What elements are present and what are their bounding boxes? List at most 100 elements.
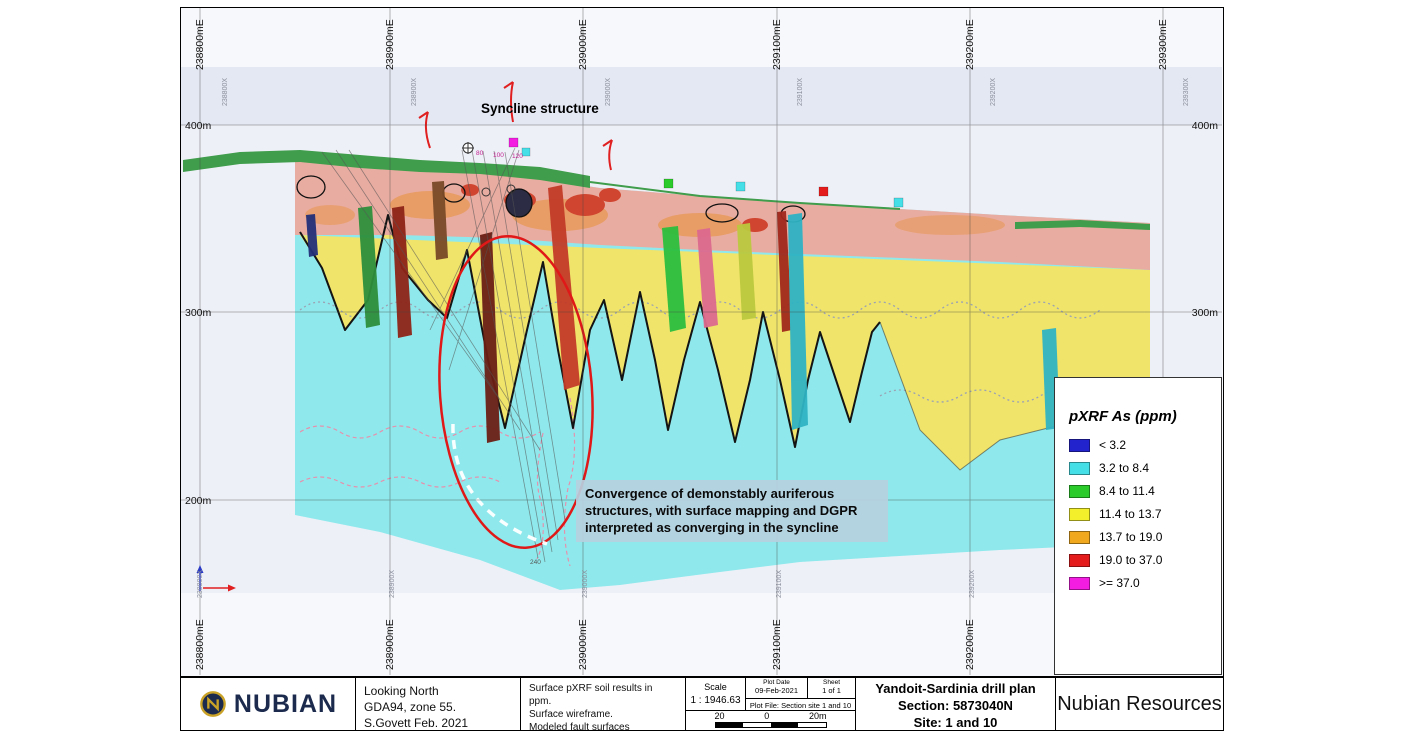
elevation-label-left: 300m: [185, 307, 212, 319]
bottom-easting-labels: 238800mE 238900mE 239000mE 239100mE 2392…: [194, 619, 976, 670]
scale-bar-left: 20: [714, 711, 725, 721]
scale-label: Scale: [704, 682, 727, 692]
minor-grid-label: 238900X: [389, 570, 396, 598]
axis-label-top: 239200mE: [964, 19, 976, 70]
drill-traces: [321, 147, 566, 563]
surface-line: [589, 181, 901, 210]
axis-label-top: 238800mE: [194, 19, 206, 70]
survey-info-cell: Looking North GDA94, zone 55. S.Govett F…: [355, 678, 520, 730]
legend-item: 3.2 to 8.4: [1069, 461, 1221, 475]
elevation-labels: 400m 300m 200m 400m 300m: [185, 120, 1218, 507]
fault-ribbon-brown: [432, 181, 448, 260]
fault-ribbon-navy: [306, 214, 318, 257]
syncline-annotation: Syncline structure: [481, 101, 599, 116]
title-block: NUBIAN Looking North GDA94, zone 55. S.G…: [180, 677, 1224, 731]
annotation-line: Convergence of demonstably auriferous: [585, 486, 835, 501]
minor-grid-label: 239300X: [1183, 78, 1190, 106]
legend-item: 8.4 to 11.4: [1069, 484, 1221, 498]
legend-panel: pXRF As (ppm) < 3.2 3.2 to 8.4 8.4 to 11…: [1054, 377, 1222, 675]
legend-swatch: [1069, 576, 1090, 590]
drawing-title-line: Site: 1 and 10: [913, 714, 998, 730]
legend-swatch: [1069, 461, 1090, 475]
legend-swatch: [1069, 484, 1090, 498]
axis-label-bottom: 239200mE: [964, 619, 976, 670]
fault-surfaces: [306, 181, 1060, 443]
scale-bar-zero: 0: [764, 711, 770, 721]
minor-grid-label: 238900X: [411, 78, 418, 106]
surface-green-ribbon: [183, 150, 590, 188]
drawing-title-line: Yandoit-Sardinia drill plan: [875, 681, 1036, 696]
drawing-title-line: Section: 5873040N: [898, 697, 1013, 713]
legend-swatch: [1069, 530, 1090, 544]
fault-ribbon-rose: [697, 228, 718, 328]
legend-item: 19.0 to 37.0: [1069, 553, 1221, 567]
trace-depth-mark: 240: [530, 559, 541, 566]
legend-item: < 3.2: [1069, 438, 1221, 452]
cross-section-panel: 80 100 120 240 238800: [180, 7, 1224, 677]
scale-box: Scale 1 : 1946.63: [686, 678, 746, 710]
geology-section: [183, 150, 1150, 590]
scale-plot-cell: Scale 1 : 1946.63 Plot Date 09-Feb-2021 …: [685, 678, 855, 730]
legend-label: 19.0 to 37.0: [1099, 553, 1163, 567]
fault-ribbon-green: [358, 206, 380, 328]
legend-swatch: [1069, 507, 1090, 521]
sheet-label: Sheet: [823, 679, 841, 686]
scale-bar-right: 20m: [808, 711, 827, 721]
syncline-axis-dashes: [451, 423, 548, 546]
cross-section-figure: 80 100 120 240 238800: [181, 8, 1222, 675]
legend-item: 11.4 to 13.7: [1069, 507, 1221, 521]
axis-label-bottom: 238800mE: [194, 619, 206, 670]
plot-date-value: 09-Feb-2021: [755, 686, 798, 695]
elevation-label-right: 300m: [1192, 307, 1219, 319]
bottom-minor-grid-labels: 238800X 238900X 239000X 239100X 239200X: [197, 570, 976, 598]
top-minor-grid-labels: 238800X 238900X 239000X 239100X 239200X …: [222, 78, 1190, 106]
axis-label-top: 239300mE: [1157, 19, 1169, 70]
sheet-value: 1 of 1: [822, 686, 841, 695]
logo-text: NUBIAN: [233, 689, 338, 718]
fault-ribbon-brightgreen: [662, 226, 686, 332]
fault-ribbon-maroon: [392, 206, 412, 338]
axis-label-top: 239100mE: [771, 19, 783, 70]
legend-label: < 3.2: [1099, 438, 1127, 452]
fault-ribbon-teal: [788, 213, 808, 430]
minor-grid-label: 239000X: [582, 570, 589, 598]
top-easting-labels: 238800mE 238900mE 239000mE 239100mE 2392…: [194, 19, 1169, 70]
minor-grid-label: 239200X: [969, 570, 976, 598]
legend-item: 13.7 to 19.0: [1069, 530, 1221, 544]
legend-label: 13.7 to 19.0: [1099, 530, 1163, 544]
fault-ribbon-darkmaroon: [480, 232, 500, 443]
convergence-annotation: Convergence of demonstably auriferous st…: [576, 480, 888, 543]
axis-label-bottom: 238900mE: [384, 619, 396, 670]
survey-info-line: GDA94, zone 55.: [364, 700, 457, 715]
method-info-line: Surface pXRF soil results in ppm.: [529, 683, 653, 707]
elevation-label-left: 200m: [185, 495, 212, 507]
elevation-label-right: 400m: [1192, 120, 1219, 132]
logo-cell: NUBIAN: [181, 678, 355, 730]
surface-green-ribbon-right: [1015, 220, 1150, 230]
company-name: Nubian Resources: [1055, 678, 1223, 730]
legend-item: >= 37.0: [1069, 576, 1221, 590]
nubian-logo-icon: [200, 691, 226, 717]
minor-grid-label: 239100X: [776, 570, 783, 598]
fault-ribbon-darkred: [777, 211, 792, 332]
method-info-line: Modeled fault surfaces: [529, 722, 630, 730]
minor-grid-label: 238800X: [222, 78, 229, 106]
axis-label-top: 238900mE: [384, 19, 396, 70]
sheet-box: Sheet 1 of 1: [808, 678, 855, 698]
axis-label-bottom: 239100mE: [771, 619, 783, 670]
plot-date-label: Plot Date: [763, 679, 790, 686]
survey-info-line: S.Govett Feb. 2021: [364, 716, 469, 730]
axis-origin-marker: [196, 565, 236, 592]
scale-bar: 20 0 20m: [686, 711, 855, 729]
survey-info-line: Looking North: [364, 684, 439, 698]
minor-grid-label: 239000X: [605, 78, 612, 106]
drawing-title-cell: Yandoit-Sardinia drill plan Section: 587…: [855, 678, 1055, 730]
minor-grid-label: 239200X: [990, 78, 997, 106]
legend-label: 11.4 to 13.7: [1099, 507, 1162, 521]
legend-swatch: [1069, 553, 1090, 567]
method-info-cell: Surface pXRF soil results in ppm. Surfac…: [520, 678, 685, 730]
surface-sample-markers: [508, 137, 904, 208]
basement-contact-line: [299, 214, 881, 448]
legend-label: 3.2 to 8.4: [1099, 461, 1150, 475]
scale-value: 1 : 1946.63: [690, 695, 741, 706]
